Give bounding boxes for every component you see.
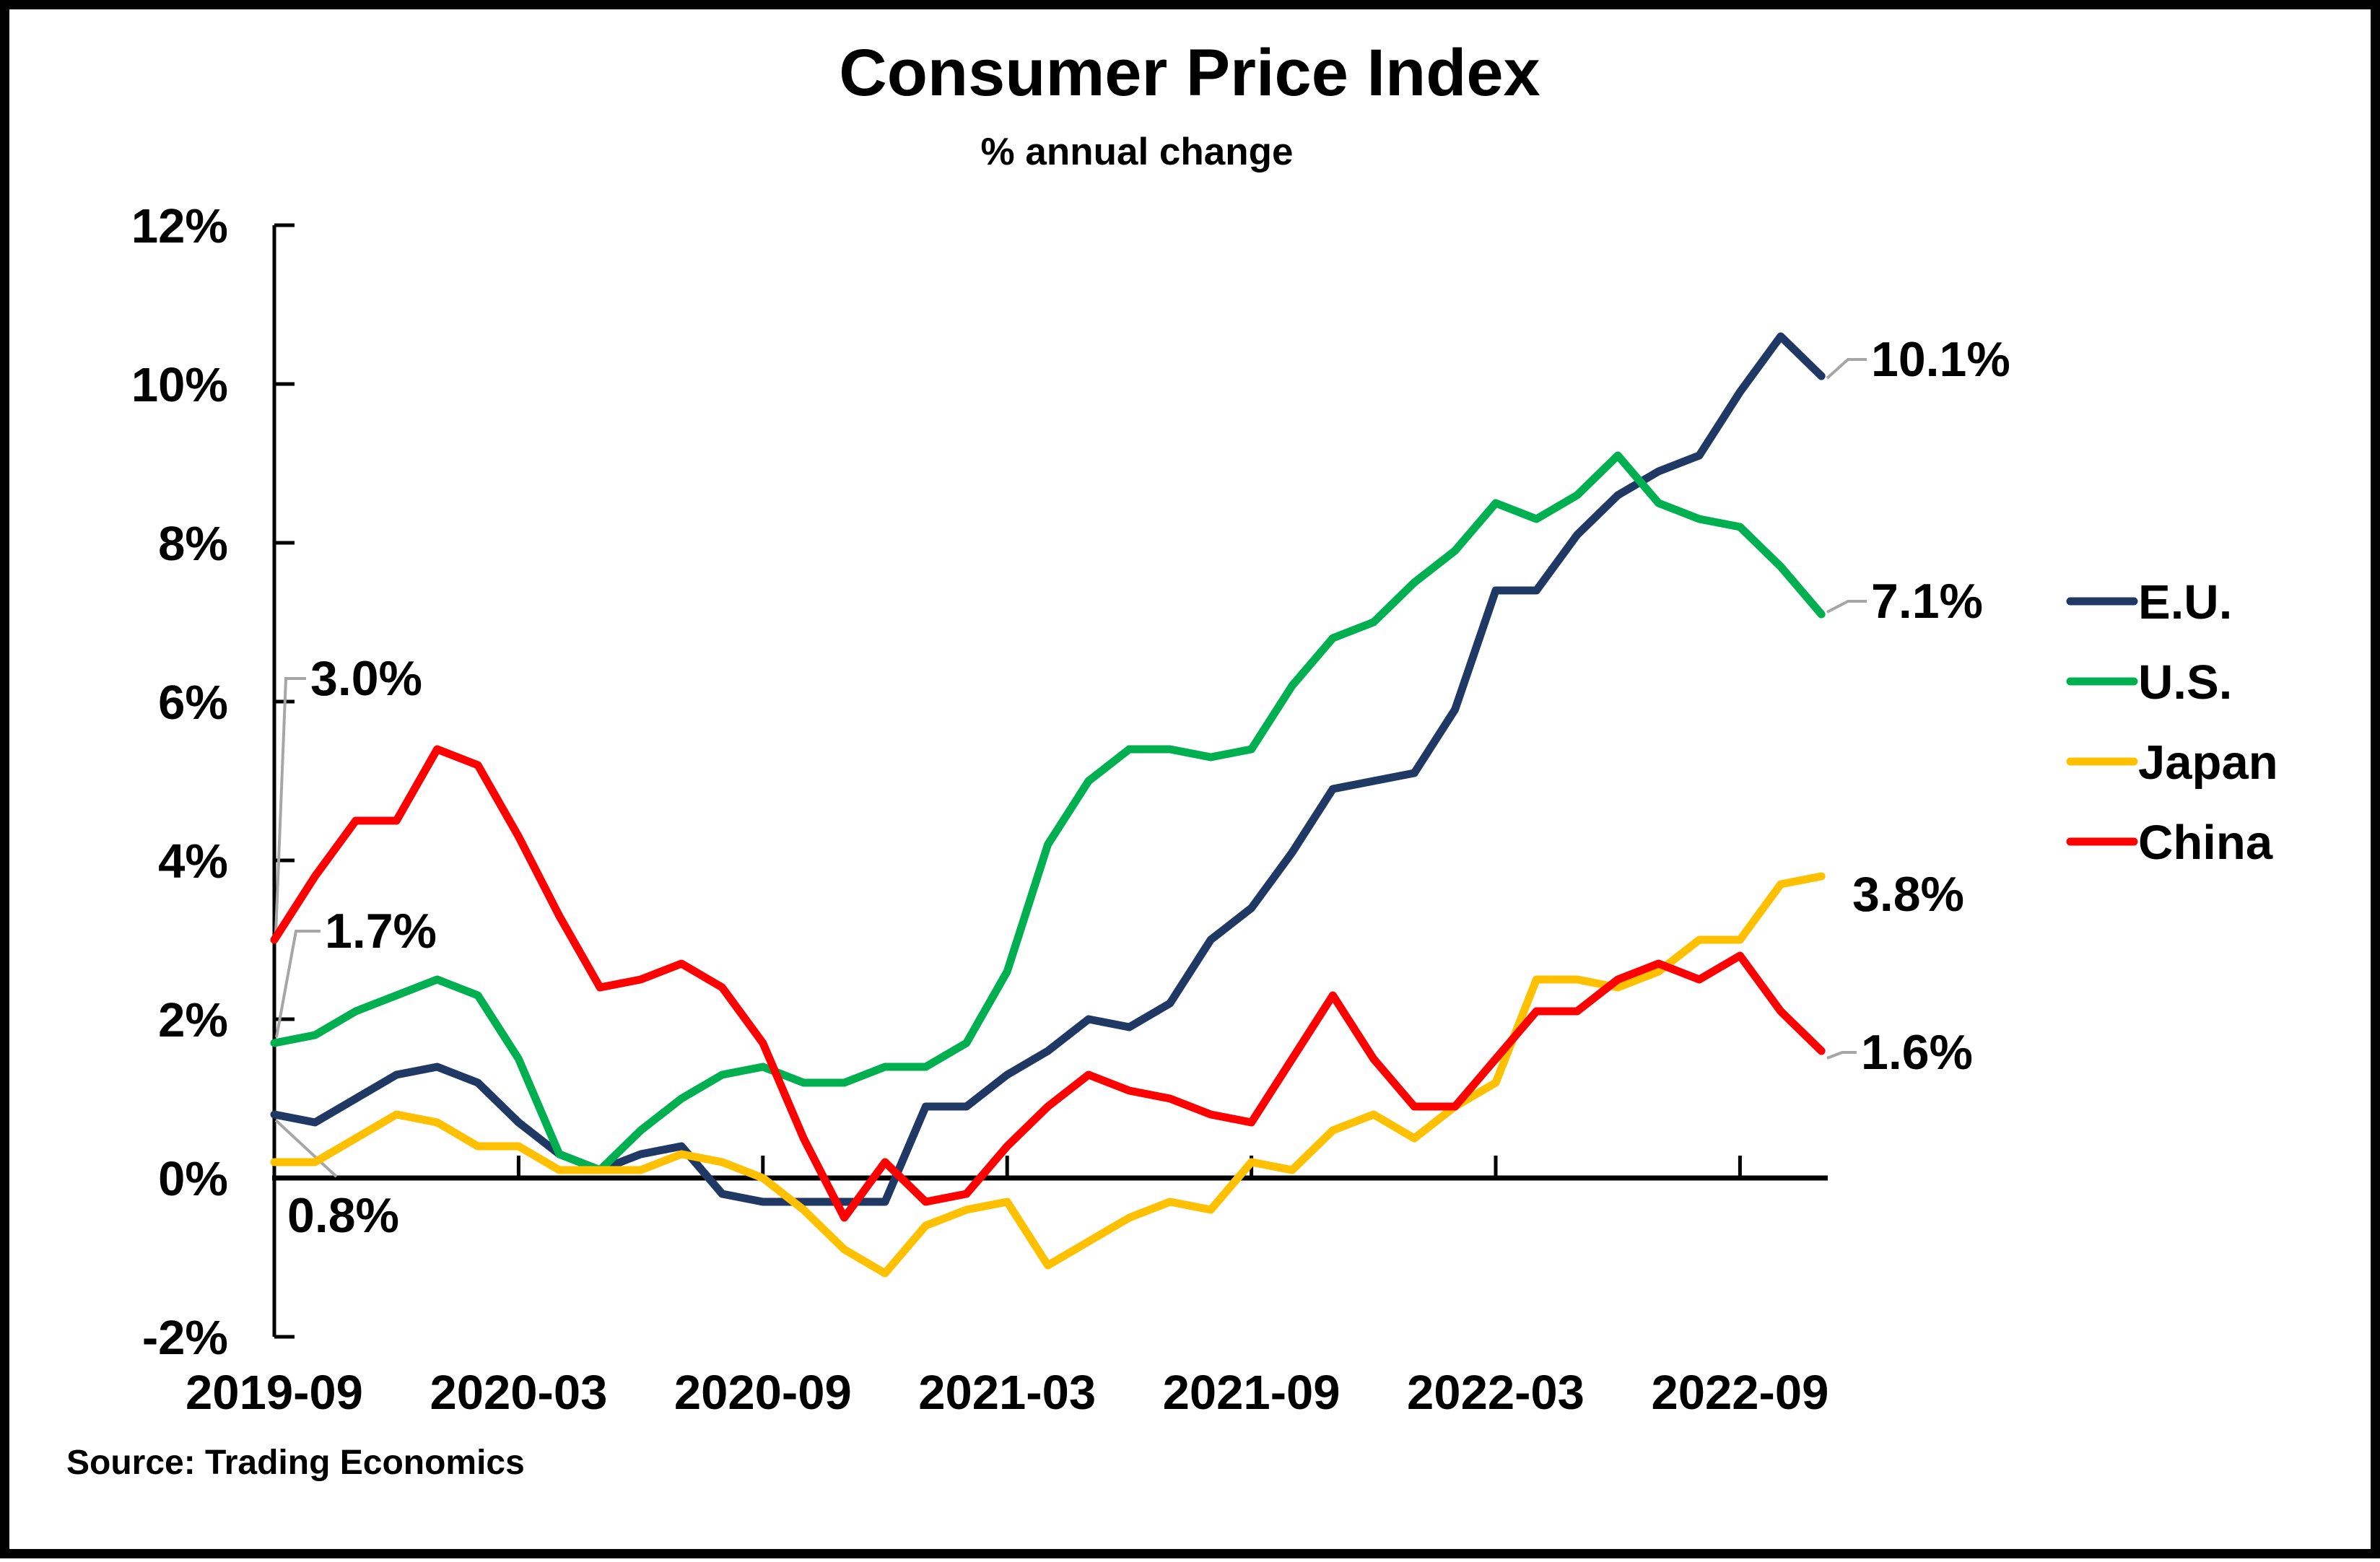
- y-axis-tick-label: 2%: [158, 993, 228, 1047]
- series-line-china: [270, 745, 1826, 1222]
- legend-item-us: U.S.: [2066, 655, 2232, 710]
- legend-item-japan: Japan: [2066, 736, 2278, 790]
- leader-line-end-us: [1826, 600, 1867, 614]
- callout-end-china: 1.6%: [1861, 1025, 1973, 1080]
- data-series: [270, 332, 1826, 1278]
- chart-title: Consumer Price Index: [839, 36, 1540, 110]
- source-credit: Source: Trading Economics: [66, 1444, 525, 1482]
- series-line-us: [270, 451, 1826, 1174]
- callout-start-china: 3.0%: [310, 651, 422, 706]
- leader-line-end-eu: [1826, 358, 1867, 380]
- callout-start-eu: 0.8%: [287, 1188, 399, 1243]
- y-axis-tick-label: 0%: [158, 1152, 228, 1206]
- chart-subtitle: % annual change: [981, 131, 1294, 173]
- legend-item-china: China: [2066, 816, 2273, 870]
- legend-label-eu: E.U.: [2138, 575, 2232, 629]
- legend-label-japan: Japan: [2138, 736, 2278, 790]
- x-axis-tick-label: 2021-03: [918, 1366, 1096, 1420]
- x-axis-tick-label: 2020-03: [430, 1366, 607, 1420]
- legend-item-eu: E.U.: [2066, 575, 2232, 629]
- leader-line-start-eu: [274, 1119, 338, 1178]
- callout-end-us: 7.1%: [1871, 574, 1983, 629]
- y-axis-tick-label: 12%: [131, 199, 228, 253]
- x-axis-tick-label: 2020-09: [674, 1366, 852, 1420]
- y-axis-tick-label: 10%: [131, 358, 228, 412]
- y-axis-tick-label: -2%: [142, 1311, 228, 1365]
- series-line-eu: [270, 332, 1826, 1206]
- legend-label-us: U.S.: [2138, 655, 2232, 710]
- leader-line-start-china: [274, 677, 306, 935]
- callout-end-japan: 3.8%: [1852, 867, 1964, 922]
- x-axis-tick-label: 2019-09: [186, 1366, 363, 1420]
- callout-end-eu: 10.1%: [1871, 332, 2010, 387]
- data-label-callouts: 3.0% 1.7% 0.8% 10.1% 7.1% 3.8% 1.6%: [287, 332, 2010, 1243]
- y-axis-tick-label: 8%: [158, 517, 228, 571]
- chart-legend: E.U. U.S. Japan China: [2066, 575, 2278, 870]
- axes: -2% 0% 2% 4% 6% 8% 10% 12% 2019-09 2020-03 2020-09…: [131, 199, 1828, 1420]
- series-line-japan: [270, 872, 1826, 1278]
- y-axis-tick-label: 6%: [158, 676, 228, 730]
- leader-line-start-us: [275, 930, 321, 1038]
- x-axis-tick-label: 2022-09: [1651, 1366, 1828, 1420]
- x-axis-tick-label: 2021-09: [1163, 1366, 1341, 1420]
- y-axis-tick-label: 4%: [158, 834, 228, 889]
- callout-start-us: 1.7%: [325, 904, 437, 959]
- leader-line-end-china: [1826, 1051, 1857, 1060]
- legend-label-china: China: [2138, 816, 2273, 870]
- x-axis-tick-label: 2022-03: [1407, 1366, 1585, 1420]
- callout-leader-lines: [274, 358, 1867, 1178]
